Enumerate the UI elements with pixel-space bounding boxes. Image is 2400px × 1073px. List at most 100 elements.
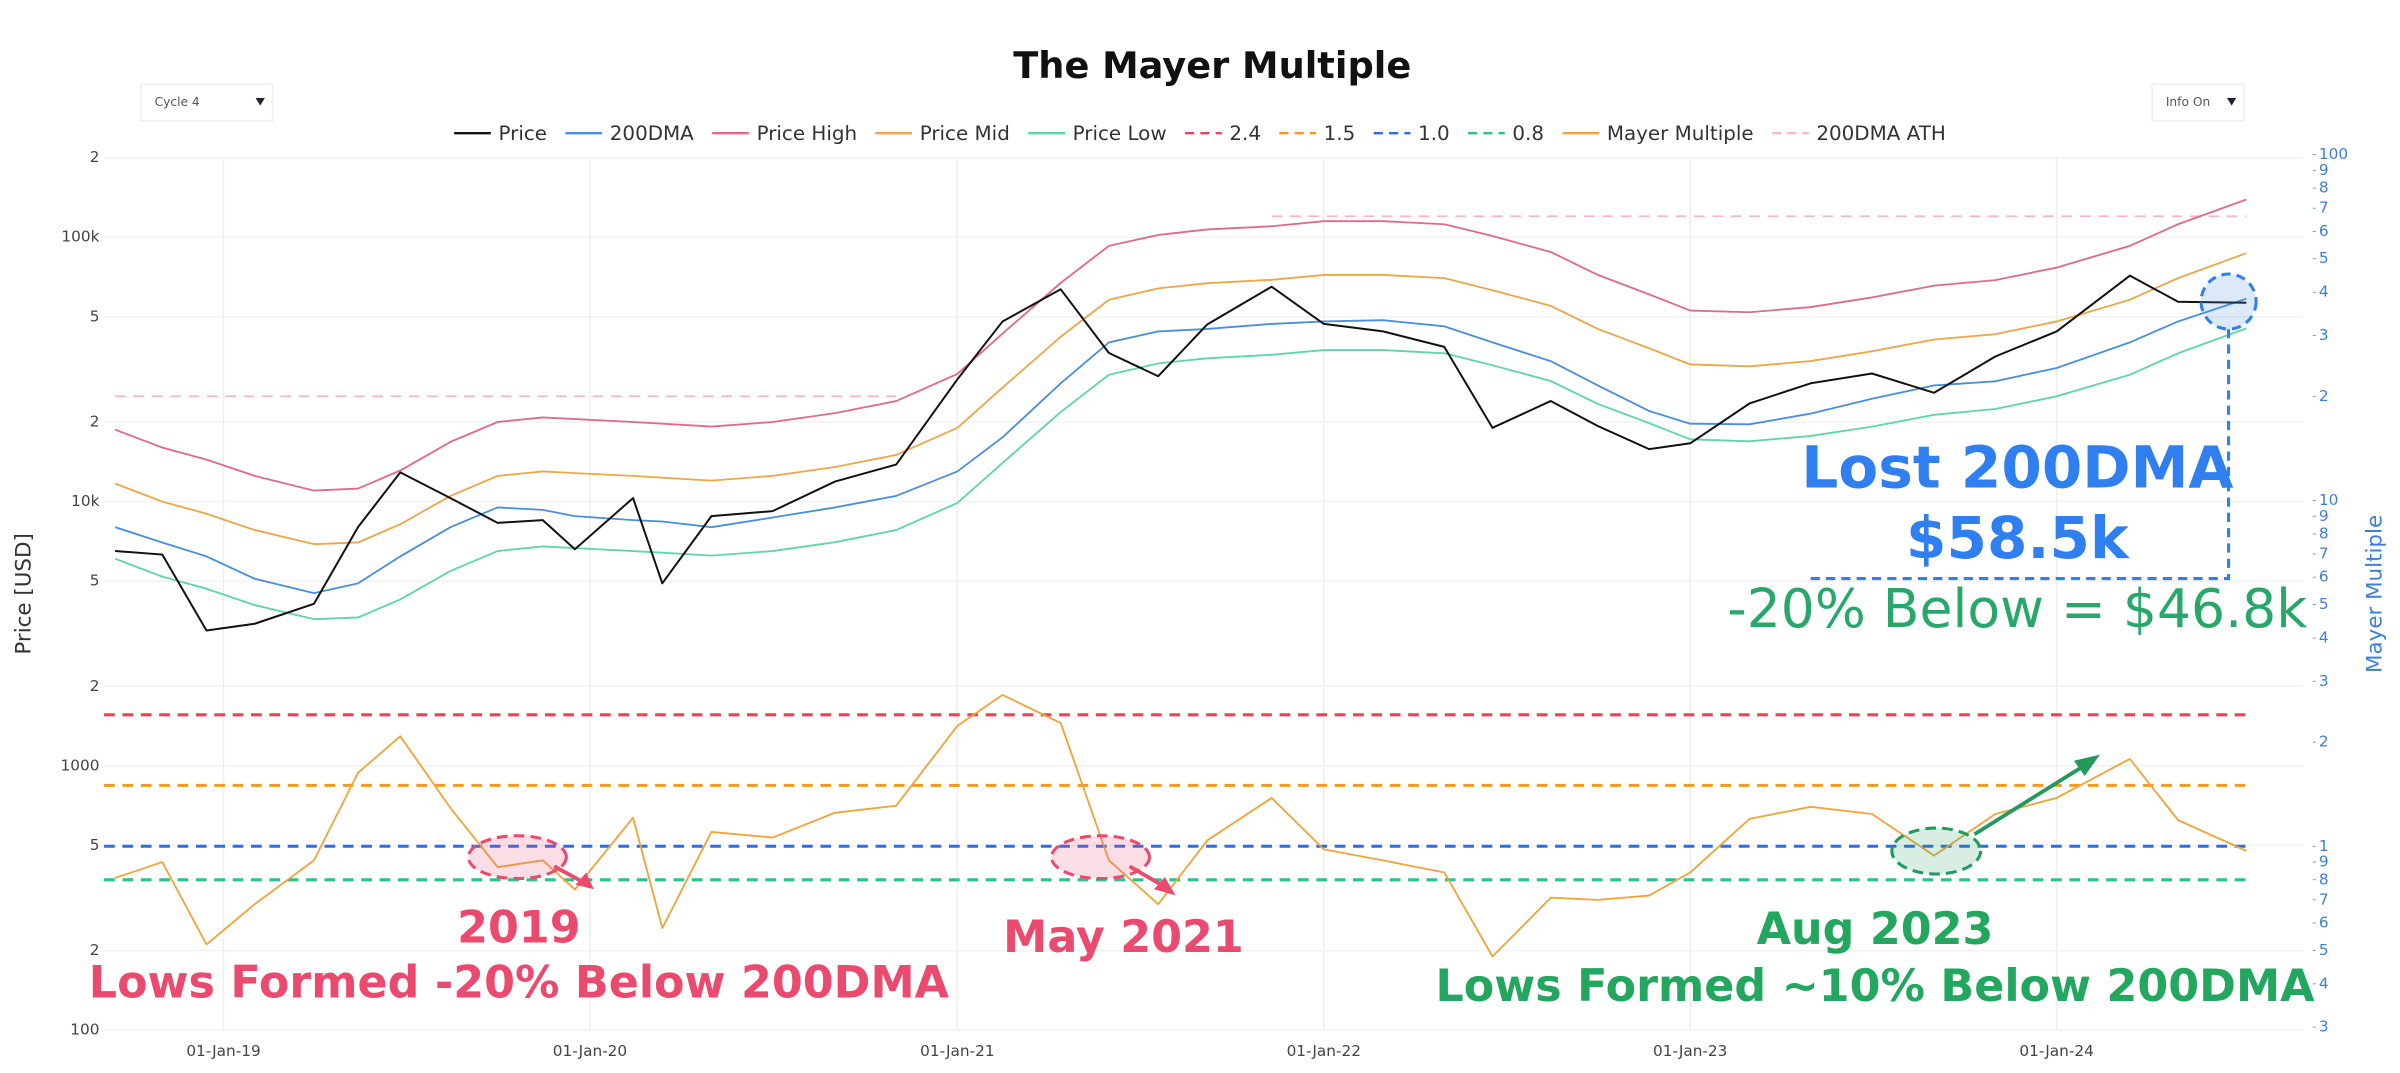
y2-tick-label: 5	[2319, 249, 2329, 267]
y-tick-label: 2	[90, 677, 100, 695]
y-tick-label: 5	[90, 572, 100, 590]
legend-label: Price High	[757, 122, 857, 145]
dropdown-label[interactable]: Cycle 4	[155, 95, 200, 109]
y2-tick-label: 3	[2319, 1018, 2329, 1036]
dropdown-box[interactable]	[140, 83, 274, 122]
y2-tick-label: 9	[2319, 161, 2329, 179]
dropdown-label[interactable]: Info On	[2166, 95, 2210, 109]
arrow	[1973, 763, 2086, 836]
y-tick-label: 100	[70, 1021, 99, 1039]
legend-label: 200DMA	[610, 122, 694, 145]
y2-tick-label: 6	[2319, 222, 2329, 240]
series-line	[114, 297, 2247, 595]
y2-tick-label: 1	[2319, 837, 2329, 855]
legend-label: 0.8	[1512, 122, 1544, 145]
dropdown-box[interactable]	[2151, 83, 2245, 122]
series-line	[115, 215, 2247, 398]
grid	[104, 156, 2304, 1031]
y2-tick-label: 7	[2319, 545, 2329, 563]
annotation: Lows Formed ~10% Below 200DMA	[1436, 961, 2316, 1012]
dropdown[interactable]: Info On	[2151, 83, 2245, 122]
x-tick-label: 01-Jan-19	[186, 1042, 260, 1060]
y2-tick-label: 4	[2319, 629, 2329, 647]
y2-tick-label: 3	[2319, 326, 2329, 344]
highlight-ellipse	[466, 834, 568, 881]
y2-tick-label: 100	[2319, 145, 2348, 163]
arrow-head	[1154, 877, 1176, 896]
legend-item: Mayer Multiple	[1562, 122, 1754, 145]
annotation: -20% Below = $46.8k	[1727, 577, 2307, 640]
legend-item: 2.4	[1185, 122, 1261, 145]
annotation: Aug 2023	[1757, 904, 1994, 955]
y2-tick-label: 2	[2319, 387, 2329, 405]
y-tick-label: 5	[90, 836, 100, 854]
series-line	[114, 327, 2247, 621]
series-line	[114, 693, 2247, 958]
series-line	[114, 252, 2247, 546]
y2-tick-label: 9	[2319, 853, 2329, 871]
legend-item: 1.5	[1279, 122, 1355, 145]
highlight-ellipse	[1050, 834, 1152, 881]
x-tick-label: 01-Jan-21	[920, 1042, 994, 1060]
y2-tick-label: 7	[2319, 199, 2329, 217]
y2-tick-label: 6	[2319, 568, 2329, 586]
dropdown-arrow[interactable]	[255, 97, 265, 106]
legend-item: 200DMA ATH	[1771, 122, 1946, 145]
dropdown[interactable]: Cycle 4	[140, 83, 274, 122]
series-line	[115, 274, 2247, 632]
legend-item: 1.0	[1373, 122, 1450, 145]
y2-tick-label: 8	[2319, 870, 2329, 888]
y2-tick-label: 2	[2319, 733, 2329, 751]
legend-item: 200DMA	[565, 122, 694, 145]
arrow-head	[2073, 754, 2100, 777]
legend-label: 2.4	[1229, 122, 1261, 145]
x-tick-label: 01-Jan-20	[553, 1042, 627, 1060]
y-tick-label: 5	[90, 307, 100, 325]
guide-line	[1806, 329, 2231, 581]
ticks: 01-Jan-19 01-Jan-20 01-Jan-21 01-Jan-22 01-J…	[61, 145, 2349, 1060]
legend-label: 200DMA ATH	[1816, 122, 1945, 145]
marks	[104, 198, 2247, 958]
y-tick-label: 100k	[61, 228, 99, 246]
legend-item: Price Mid	[875, 122, 1010, 145]
y-axis-title: Price [USD]	[11, 533, 36, 654]
annotation: 2019	[457, 903, 581, 954]
y2-tick-label: 9	[2319, 507, 2329, 525]
y2-tick-label: 8	[2319, 524, 2329, 542]
annotation: May 2021	[1003, 912, 1244, 963]
legend-item: Price Low	[1028, 122, 1167, 145]
legend-label: 1.5	[1324, 122, 1356, 145]
annotation: Lost 200DMA	[1801, 434, 2233, 502]
y2-tick-label: 5	[2319, 595, 2329, 613]
legend-label: Price	[499, 122, 547, 145]
y2-tick-label: 6	[2319, 913, 2329, 931]
x-tick-label: 01-Jan-23	[1653, 1042, 1727, 1060]
legend-label: Price Mid	[920, 122, 1010, 145]
chart-title: The Mayer Multiple	[1013, 44, 1411, 87]
y2-tick-label: 10	[2319, 491, 2338, 509]
highlight-circle	[2199, 272, 2258, 331]
y2-tick-label: 4	[2319, 974, 2329, 992]
series-line	[114, 198, 2247, 492]
annotation: $58.5k	[1906, 504, 2130, 572]
y-tick-label: 2	[90, 941, 100, 959]
legend-label: Mayer Multiple	[1607, 122, 1754, 145]
dropdown-arrow[interactable]	[2227, 97, 2237, 106]
legend-item: Price	[454, 122, 547, 145]
annotation: Lows Formed -20% Below 200DMA	[89, 958, 950, 1009]
y-tick-label: 1000	[61, 756, 100, 774]
x-tick-label: 01-Jan-24	[2019, 1042, 2093, 1060]
legend-item: 0.8	[1468, 122, 1544, 145]
highlight-ellipse	[1890, 826, 1983, 876]
y-tick-label: 2	[90, 148, 100, 166]
y2-axis-title: Mayer Multiple	[2363, 515, 2388, 673]
legend-label: Price Low	[1073, 122, 1167, 145]
x-tick-label: 01-Jan-22	[1287, 1042, 1361, 1060]
y2-tick-label: 5	[2319, 941, 2329, 959]
legend-item: Price High	[712, 122, 857, 145]
y-tick-label: 2	[90, 412, 100, 430]
y2-tick-label: 8	[2319, 179, 2329, 197]
legend: Price 200DMA Price High Price Mid Price Low 2…	[454, 122, 1946, 145]
y2-tick-label: 4	[2319, 283, 2329, 301]
